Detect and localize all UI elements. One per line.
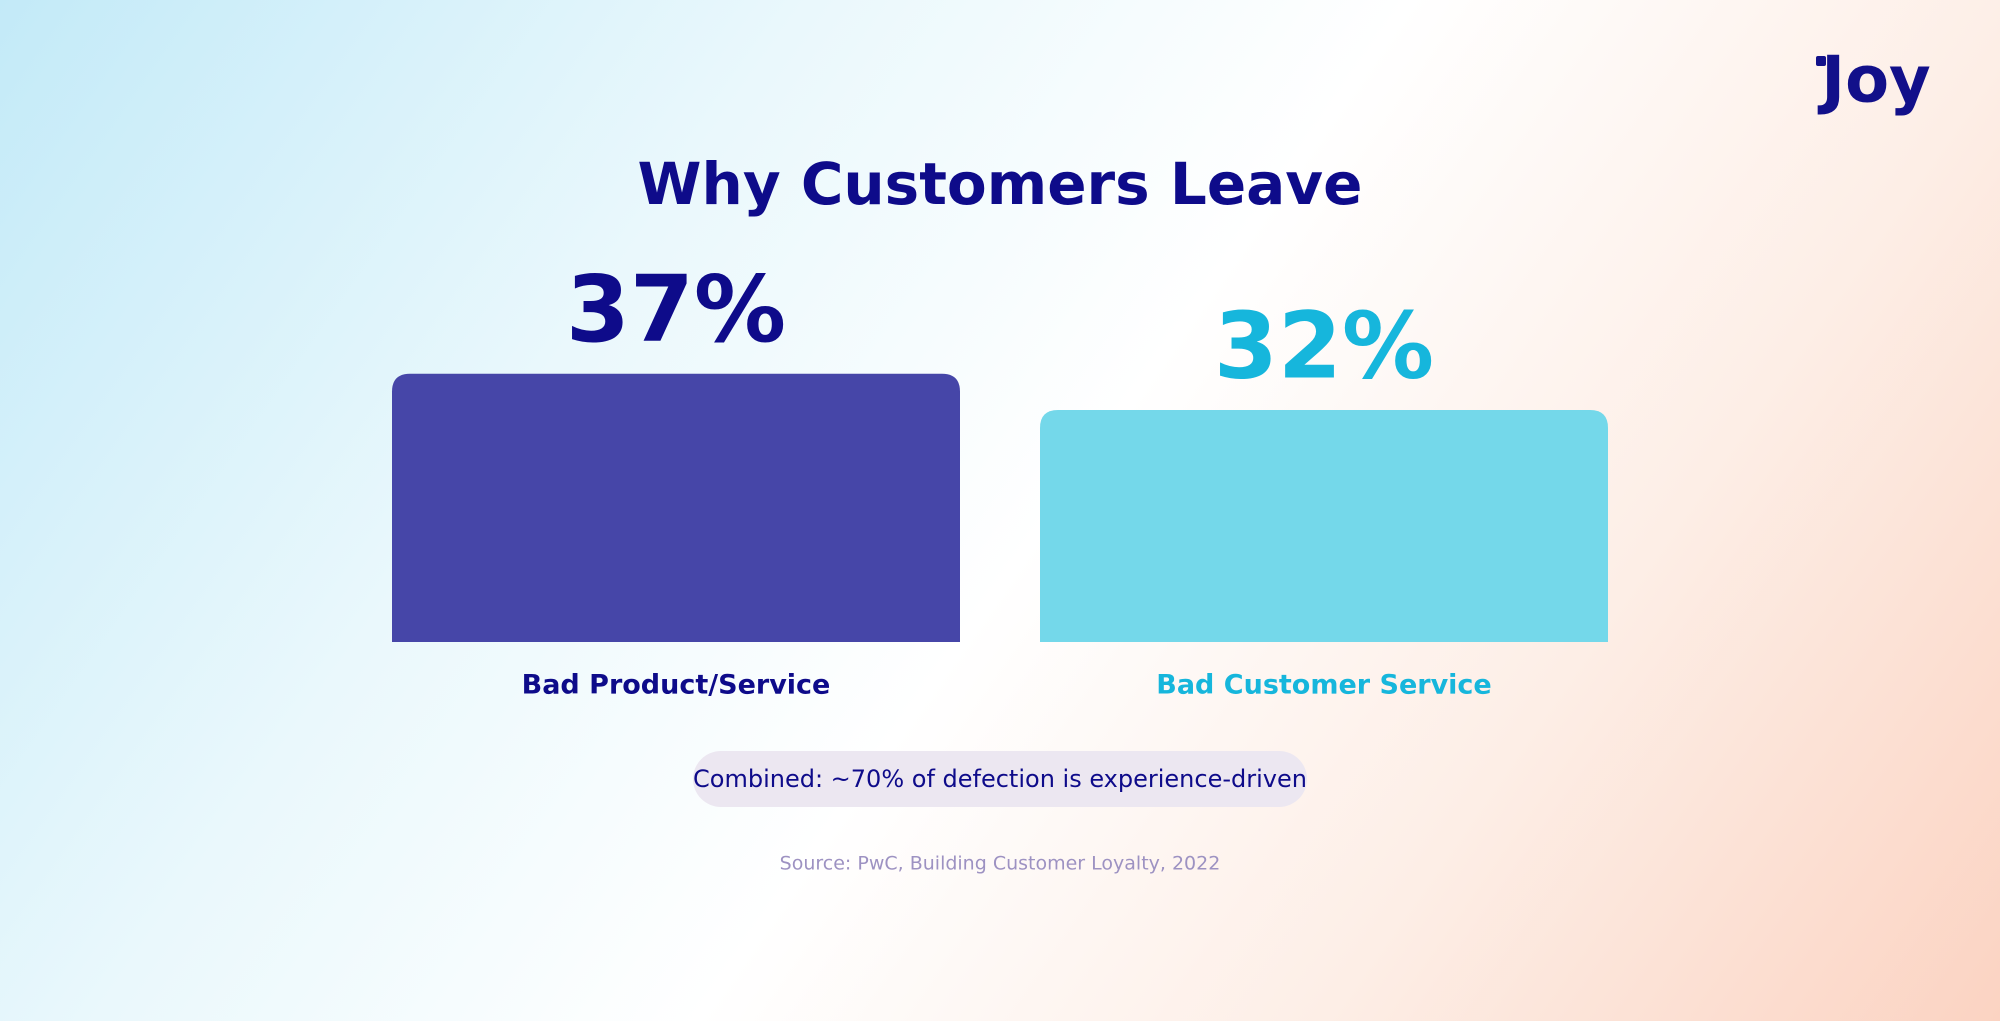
logo-dot — [1816, 56, 1826, 66]
logo-text: Joy — [1817, 44, 1931, 118]
source: Source: PwC, Building Customer Loyalty, … — [780, 853, 1221, 875]
value-label: 32% — [1214, 292, 1434, 399]
chart-title: Why Customers Leave — [638, 150, 1363, 218]
category-label: Bad Product/Service — [522, 670, 831, 701]
logo: Joy — [1816, 44, 1931, 118]
value-label: 37% — [566, 256, 786, 363]
category-label: Bad Customer Service — [1156, 670, 1492, 701]
bar — [392, 373, 960, 642]
annotation: Combined: ~70% of defection is experienc… — [693, 765, 1307, 793]
annotation-pill — [693, 751, 1307, 807]
bar — [1040, 410, 1608, 642]
